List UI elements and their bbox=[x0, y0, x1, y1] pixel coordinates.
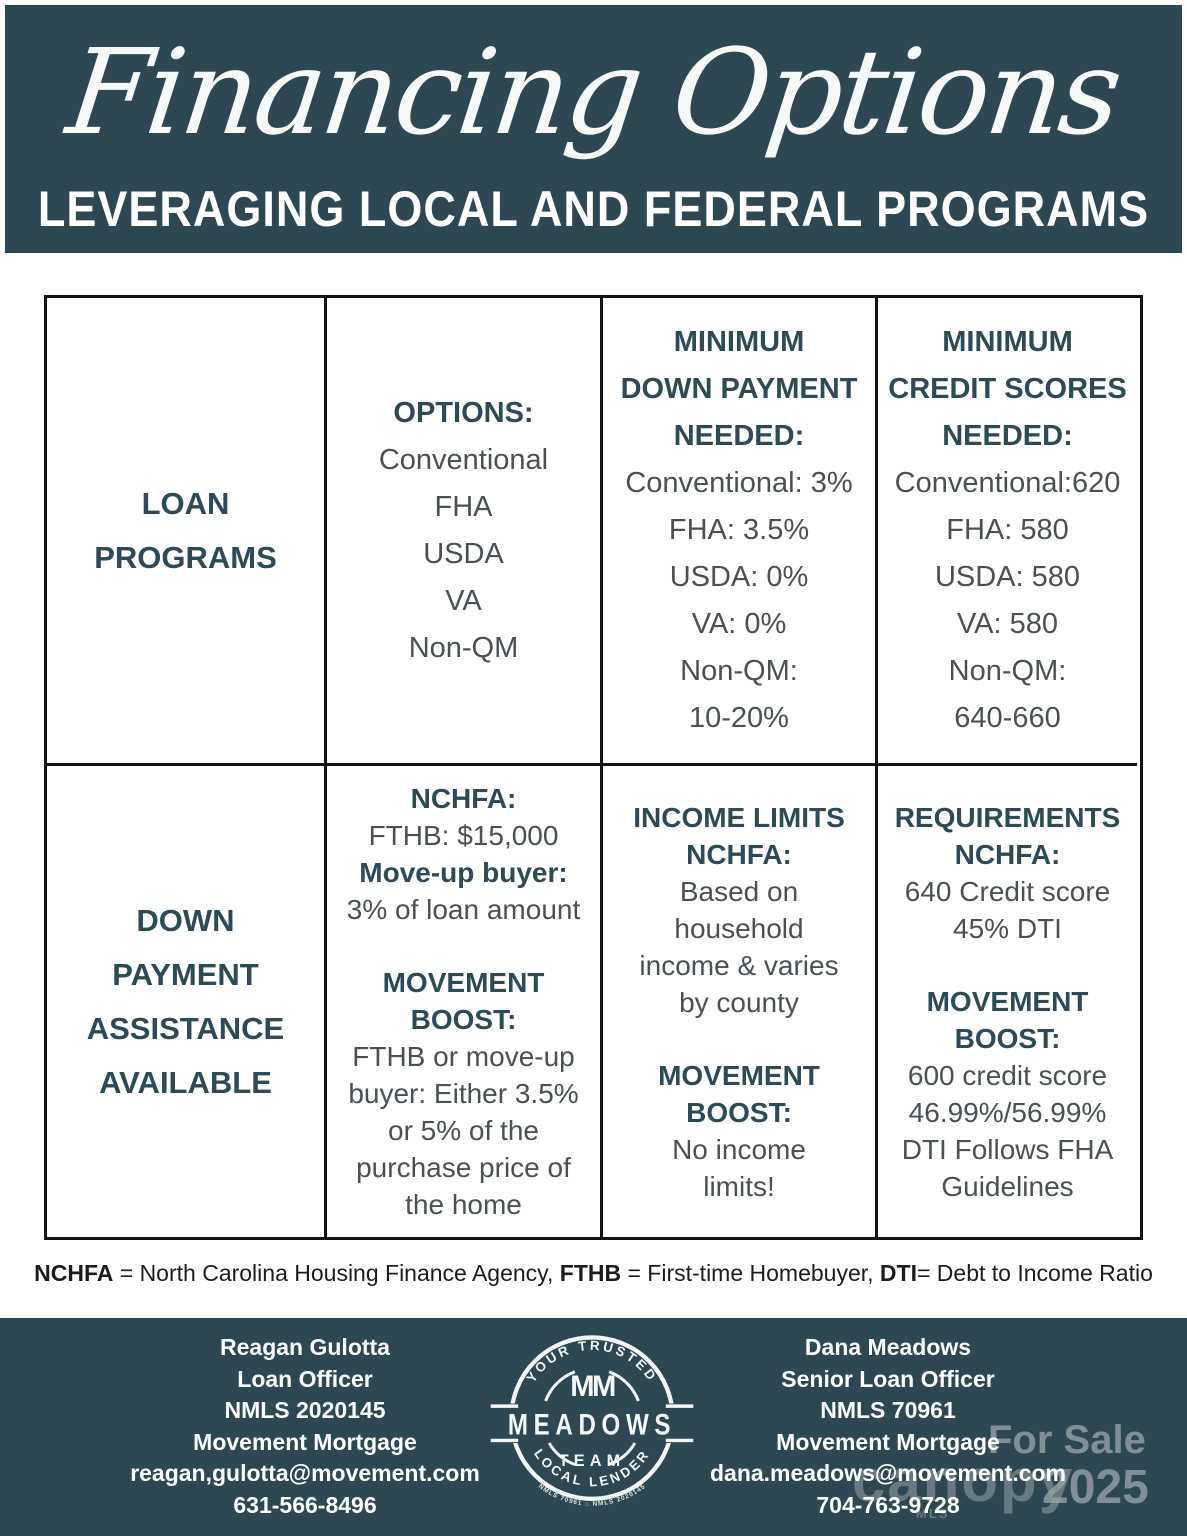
cell-line: MINIMUM bbox=[942, 326, 1073, 358]
cell-line: BOOST: bbox=[954, 1022, 1061, 1054]
cell-line: purchase price of bbox=[356, 1152, 571, 1183]
cell-line: income & varies bbox=[639, 949, 839, 981]
cell-line: VA: 580 bbox=[956, 608, 1059, 640]
agent-company: Movement Mortgage bbox=[193, 1428, 417, 1455]
cell-line: by county bbox=[679, 986, 799, 1018]
cell-line: BOOST: bbox=[686, 1096, 792, 1128]
footnote-text: = Debt to Income Ratio bbox=[916, 1260, 1153, 1286]
cell-line: 640-660 bbox=[954, 702, 1061, 734]
table-cell-options: OPTIONS: Conventional FHA USDA VA Non-QM bbox=[324, 298, 600, 763]
cell-line: FHA bbox=[434, 490, 493, 523]
cell-line: FHA: 3.5% bbox=[668, 514, 810, 546]
cell-line: 600 credit score bbox=[907, 1059, 1108, 1091]
cell-line: Non-QM: bbox=[680, 655, 798, 687]
cell-line: Non-QM: bbox=[948, 655, 1067, 687]
cell-line: VA bbox=[445, 584, 482, 617]
cell-line: 45% DTI bbox=[953, 912, 1062, 944]
cell-line: or 5% of the bbox=[388, 1115, 539, 1146]
cell-line: NCHFA: bbox=[686, 838, 792, 870]
agent-name: Dana Meadows bbox=[804, 1334, 972, 1360]
agent-email: reagan,gulotta@movement.com bbox=[130, 1460, 480, 1486]
badge-band bbox=[489, 1403, 695, 1444]
footnote-term: DTI bbox=[879, 1260, 917, 1286]
loan-table: LOAN PROGRAMS OPTIONS: Conventional FHA USD… bbox=[44, 295, 1143, 1240]
cell-line: 640 Credit score bbox=[904, 875, 1111, 907]
agent-nmls: NMLS 2020145 bbox=[224, 1397, 386, 1423]
cell-line: buyer: Either 3.5% bbox=[348, 1078, 579, 1109]
cell-line: BOOST: bbox=[410, 1004, 517, 1035]
cell-line: INCOME LIMITS bbox=[633, 801, 845, 833]
agent-phone: 704-763-9728 bbox=[816, 1491, 960, 1518]
cell-line: MOVEMENT bbox=[926, 985, 1089, 1017]
cell-line: MOVEMENT bbox=[658, 1059, 820, 1091]
cell-line: REQUIREMENTS bbox=[894, 801, 1121, 833]
cell-line: NCHFA: bbox=[410, 783, 517, 814]
cell-line: FTHB or move-up bbox=[352, 1041, 575, 1072]
table-cell-dpa-available: DOWN PAYMENT ASSISTANCE AVAILABLE bbox=[47, 763, 324, 1237]
cell-line: FTHB: $15,000 bbox=[368, 820, 559, 851]
table-cell-min-down-payment: MINIMUM DOWN PAYMENT NEEDED: Conventional: … bbox=[600, 298, 875, 763]
cell-line: Conventional:620 bbox=[894, 467, 1121, 499]
cell-line: DOWN PAYMENT bbox=[620, 373, 858, 405]
cell-line: the home bbox=[405, 1189, 522, 1220]
row-label: LOAN PROGRAMS bbox=[94, 485, 277, 575]
cell-line: USDA: 580 bbox=[934, 561, 1081, 593]
footnote-term: NCHFA bbox=[34, 1260, 114, 1286]
cell-line: 10-20% bbox=[689, 702, 789, 734]
agent-nmls: NMLS 70961 bbox=[820, 1397, 956, 1423]
agent-card-right: Dana Meadows Senior Loan Officer NMLS 70… bbox=[668, 1332, 1108, 1521]
cell-line: Based on bbox=[679, 875, 799, 907]
badge-band-lines bbox=[490, 1404, 694, 1443]
cell-line: Move-up buyer: bbox=[359, 857, 568, 888]
cell-line: household bbox=[674, 912, 804, 944]
cell-line: MINIMUM bbox=[673, 326, 805, 358]
cell-line: 3% of loan amount bbox=[346, 894, 581, 925]
badge-name: MEADOWS bbox=[508, 1409, 676, 1441]
footer-band: canopy MLS For Sale 2025 Reagan Gulotta … bbox=[0, 1318, 1187, 1536]
row-label: DOWN PAYMENT ASSISTANCE AVAILABLE bbox=[86, 902, 285, 1100]
page-title: Financing Options bbox=[60, 23, 1127, 161]
badge-monogram: MM bbox=[570, 1371, 615, 1403]
cell-line: DTI Follows FHA bbox=[901, 1133, 1114, 1165]
badge-inner-arcs bbox=[544, 1370, 640, 1466]
table-cell-requirements: REQUIREMENTS NCHFA: 640 Credit score 45% DT… bbox=[875, 763, 1137, 1237]
table-cell-dpa-amounts: NCHFA: FTHB: $15,000 Move-up buyer: 3% of l… bbox=[324, 763, 600, 1237]
cell-line: MOVEMENT bbox=[382, 967, 545, 998]
cell-line: limits! bbox=[703, 1170, 775, 1202]
cell-line: FHA: 580 bbox=[946, 514, 1069, 546]
agent-phone: 631-566-8496 bbox=[233, 1491, 377, 1518]
agent-title: Loan Officer bbox=[237, 1365, 373, 1392]
cell-line: USDA bbox=[423, 537, 504, 570]
cell-line: USDA: 0% bbox=[669, 561, 809, 593]
cell-line: Non-QM bbox=[408, 631, 519, 664]
cell-line: NEEDED: bbox=[942, 420, 1073, 452]
cell-line: 46.99%/56.99% bbox=[908, 1096, 1107, 1128]
agent-card-left: Reagan Gulotta Loan Officer NMLS 2020145… bbox=[85, 1332, 525, 1521]
table-cell-loan-programs: LOAN PROGRAMS bbox=[47, 298, 324, 763]
table-cell-income-limits: INCOME LIMITS NCHFA: Based on household inco… bbox=[600, 763, 875, 1237]
agent-company: Movement Mortgage bbox=[776, 1428, 1000, 1455]
cell-line: NEEDED: bbox=[673, 420, 805, 452]
page-subtitle: LEVERAGING LOCAL AND FEDERAL PROGRAMS bbox=[37, 179, 1150, 237]
abbreviation-footnote: NCHFA = North Carolina Housing Finance A… bbox=[0, 1260, 1187, 1287]
footnote-term: FTHB bbox=[559, 1260, 622, 1286]
agent-name: Reagan Gulotta bbox=[220, 1334, 390, 1360]
header-band: Financing Options LEVERAGING LOCAL AND F… bbox=[5, 5, 1182, 253]
table-cell-min-credit-scores: MINIMUM CREDIT SCORES NEEDED: Conventional:… bbox=[875, 298, 1137, 763]
footnote-text: = First-time Homebuyer, bbox=[621, 1260, 880, 1286]
cell-line: No income bbox=[672, 1133, 806, 1165]
agent-email: dana.meadows@movement.com bbox=[709, 1460, 1067, 1486]
badge-team: TEAM bbox=[559, 1452, 626, 1470]
agent-title: Senior Loan Officer bbox=[781, 1365, 995, 1392]
cell-line: OPTIONS: bbox=[393, 396, 534, 429]
footnote-text: = North Carolina Housing Finance Agency, bbox=[113, 1260, 560, 1286]
cell-line: NCHFA: bbox=[954, 838, 1061, 870]
meadows-team-logo: YOUR TRUSTED MM MEADOWS TEAM LOCAL LENDE… bbox=[489, 1335, 695, 1508]
cell-line: CREDIT SCORES bbox=[888, 373, 1127, 405]
cell-line: Guidelines bbox=[941, 1170, 1074, 1202]
cell-line: Conventional bbox=[378, 443, 549, 476]
cell-line: VA: 0% bbox=[691, 608, 787, 640]
cell-line: Conventional: 3% bbox=[625, 467, 853, 499]
